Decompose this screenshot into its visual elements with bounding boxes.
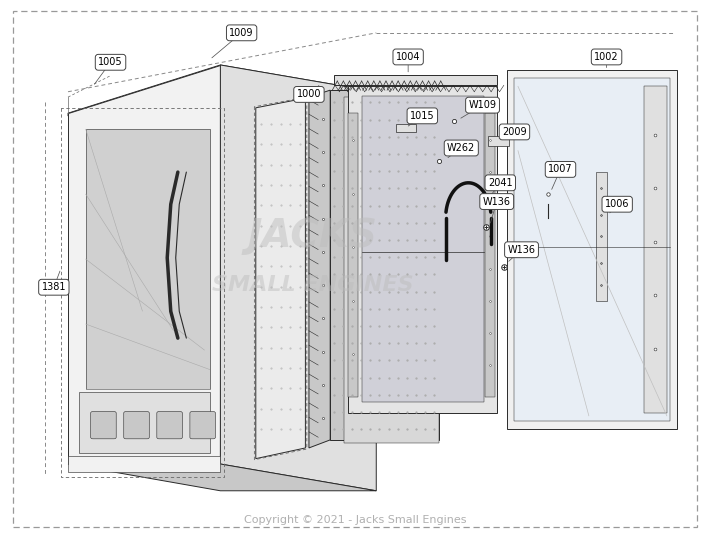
- Polygon shape: [344, 97, 439, 442]
- Text: 1009: 1009: [229, 28, 254, 38]
- FancyBboxPatch shape: [488, 136, 510, 147]
- Text: JACKS: JACKS: [248, 217, 378, 256]
- Text: 2041: 2041: [488, 178, 513, 188]
- FancyBboxPatch shape: [91, 411, 116, 439]
- Polygon shape: [309, 90, 330, 448]
- Text: W262: W262: [447, 143, 476, 153]
- Text: 1006: 1006: [605, 199, 630, 209]
- Polygon shape: [79, 391, 209, 453]
- FancyBboxPatch shape: [190, 411, 215, 439]
- Text: 2009: 2009: [502, 127, 527, 137]
- Polygon shape: [68, 65, 376, 148]
- Polygon shape: [486, 113, 496, 397]
- Polygon shape: [334, 75, 497, 85]
- Text: 1000: 1000: [297, 90, 321, 99]
- Text: 1007: 1007: [548, 164, 573, 175]
- Polygon shape: [348, 86, 497, 413]
- Polygon shape: [508, 70, 677, 429]
- Text: W109: W109: [469, 100, 496, 110]
- FancyBboxPatch shape: [124, 411, 149, 439]
- Text: 1015: 1015: [410, 111, 435, 121]
- Polygon shape: [68, 464, 376, 491]
- Text: 1004: 1004: [396, 52, 420, 62]
- Polygon shape: [220, 65, 376, 491]
- Polygon shape: [68, 456, 220, 472]
- Polygon shape: [68, 65, 220, 464]
- Text: W136: W136: [508, 245, 535, 255]
- Polygon shape: [256, 98, 305, 459]
- Text: 1005: 1005: [98, 57, 123, 67]
- FancyBboxPatch shape: [157, 411, 182, 439]
- Text: 1381: 1381: [42, 282, 66, 292]
- Polygon shape: [348, 113, 358, 397]
- Text: 1002: 1002: [594, 52, 619, 62]
- Text: SMALL ENGINES: SMALL ENGINES: [212, 274, 413, 295]
- Polygon shape: [362, 96, 484, 402]
- Polygon shape: [644, 86, 667, 413]
- Polygon shape: [596, 172, 606, 301]
- Text: W136: W136: [483, 197, 510, 207]
- Polygon shape: [330, 90, 439, 440]
- Polygon shape: [86, 129, 209, 389]
- FancyBboxPatch shape: [396, 124, 416, 132]
- Text: Copyright © 2021 - Jacks Small Engines: Copyright © 2021 - Jacks Small Engines: [244, 515, 466, 525]
- Polygon shape: [515, 78, 670, 421]
